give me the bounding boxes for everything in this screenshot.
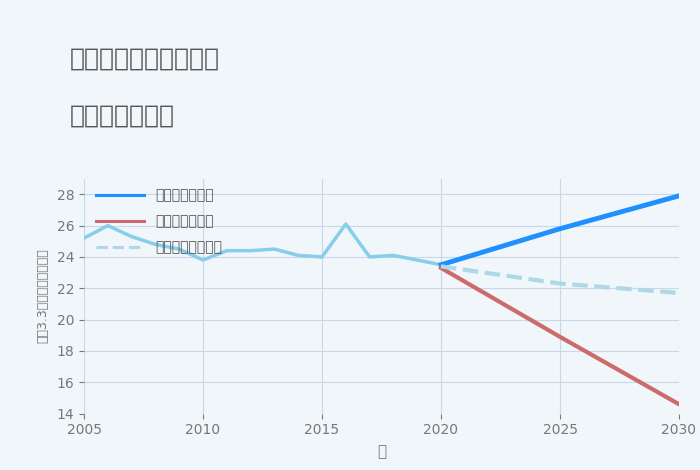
Text: バッドシナリオ: バッドシナリオ <box>155 214 214 228</box>
Y-axis label: 坪（3.3㎡）単価（万円）: 坪（3.3㎡）単価（万円） <box>36 249 50 344</box>
Text: 土地の価格推移: 土地の価格推移 <box>70 103 175 127</box>
X-axis label: 年: 年 <box>377 444 386 459</box>
Text: ノーマルシナリオ: ノーマルシナリオ <box>155 240 223 254</box>
Text: 千葉県市原市姉崎西の: 千葉県市原市姉崎西の <box>70 47 220 71</box>
Text: グッドシナリオ: グッドシナリオ <box>155 188 214 202</box>
